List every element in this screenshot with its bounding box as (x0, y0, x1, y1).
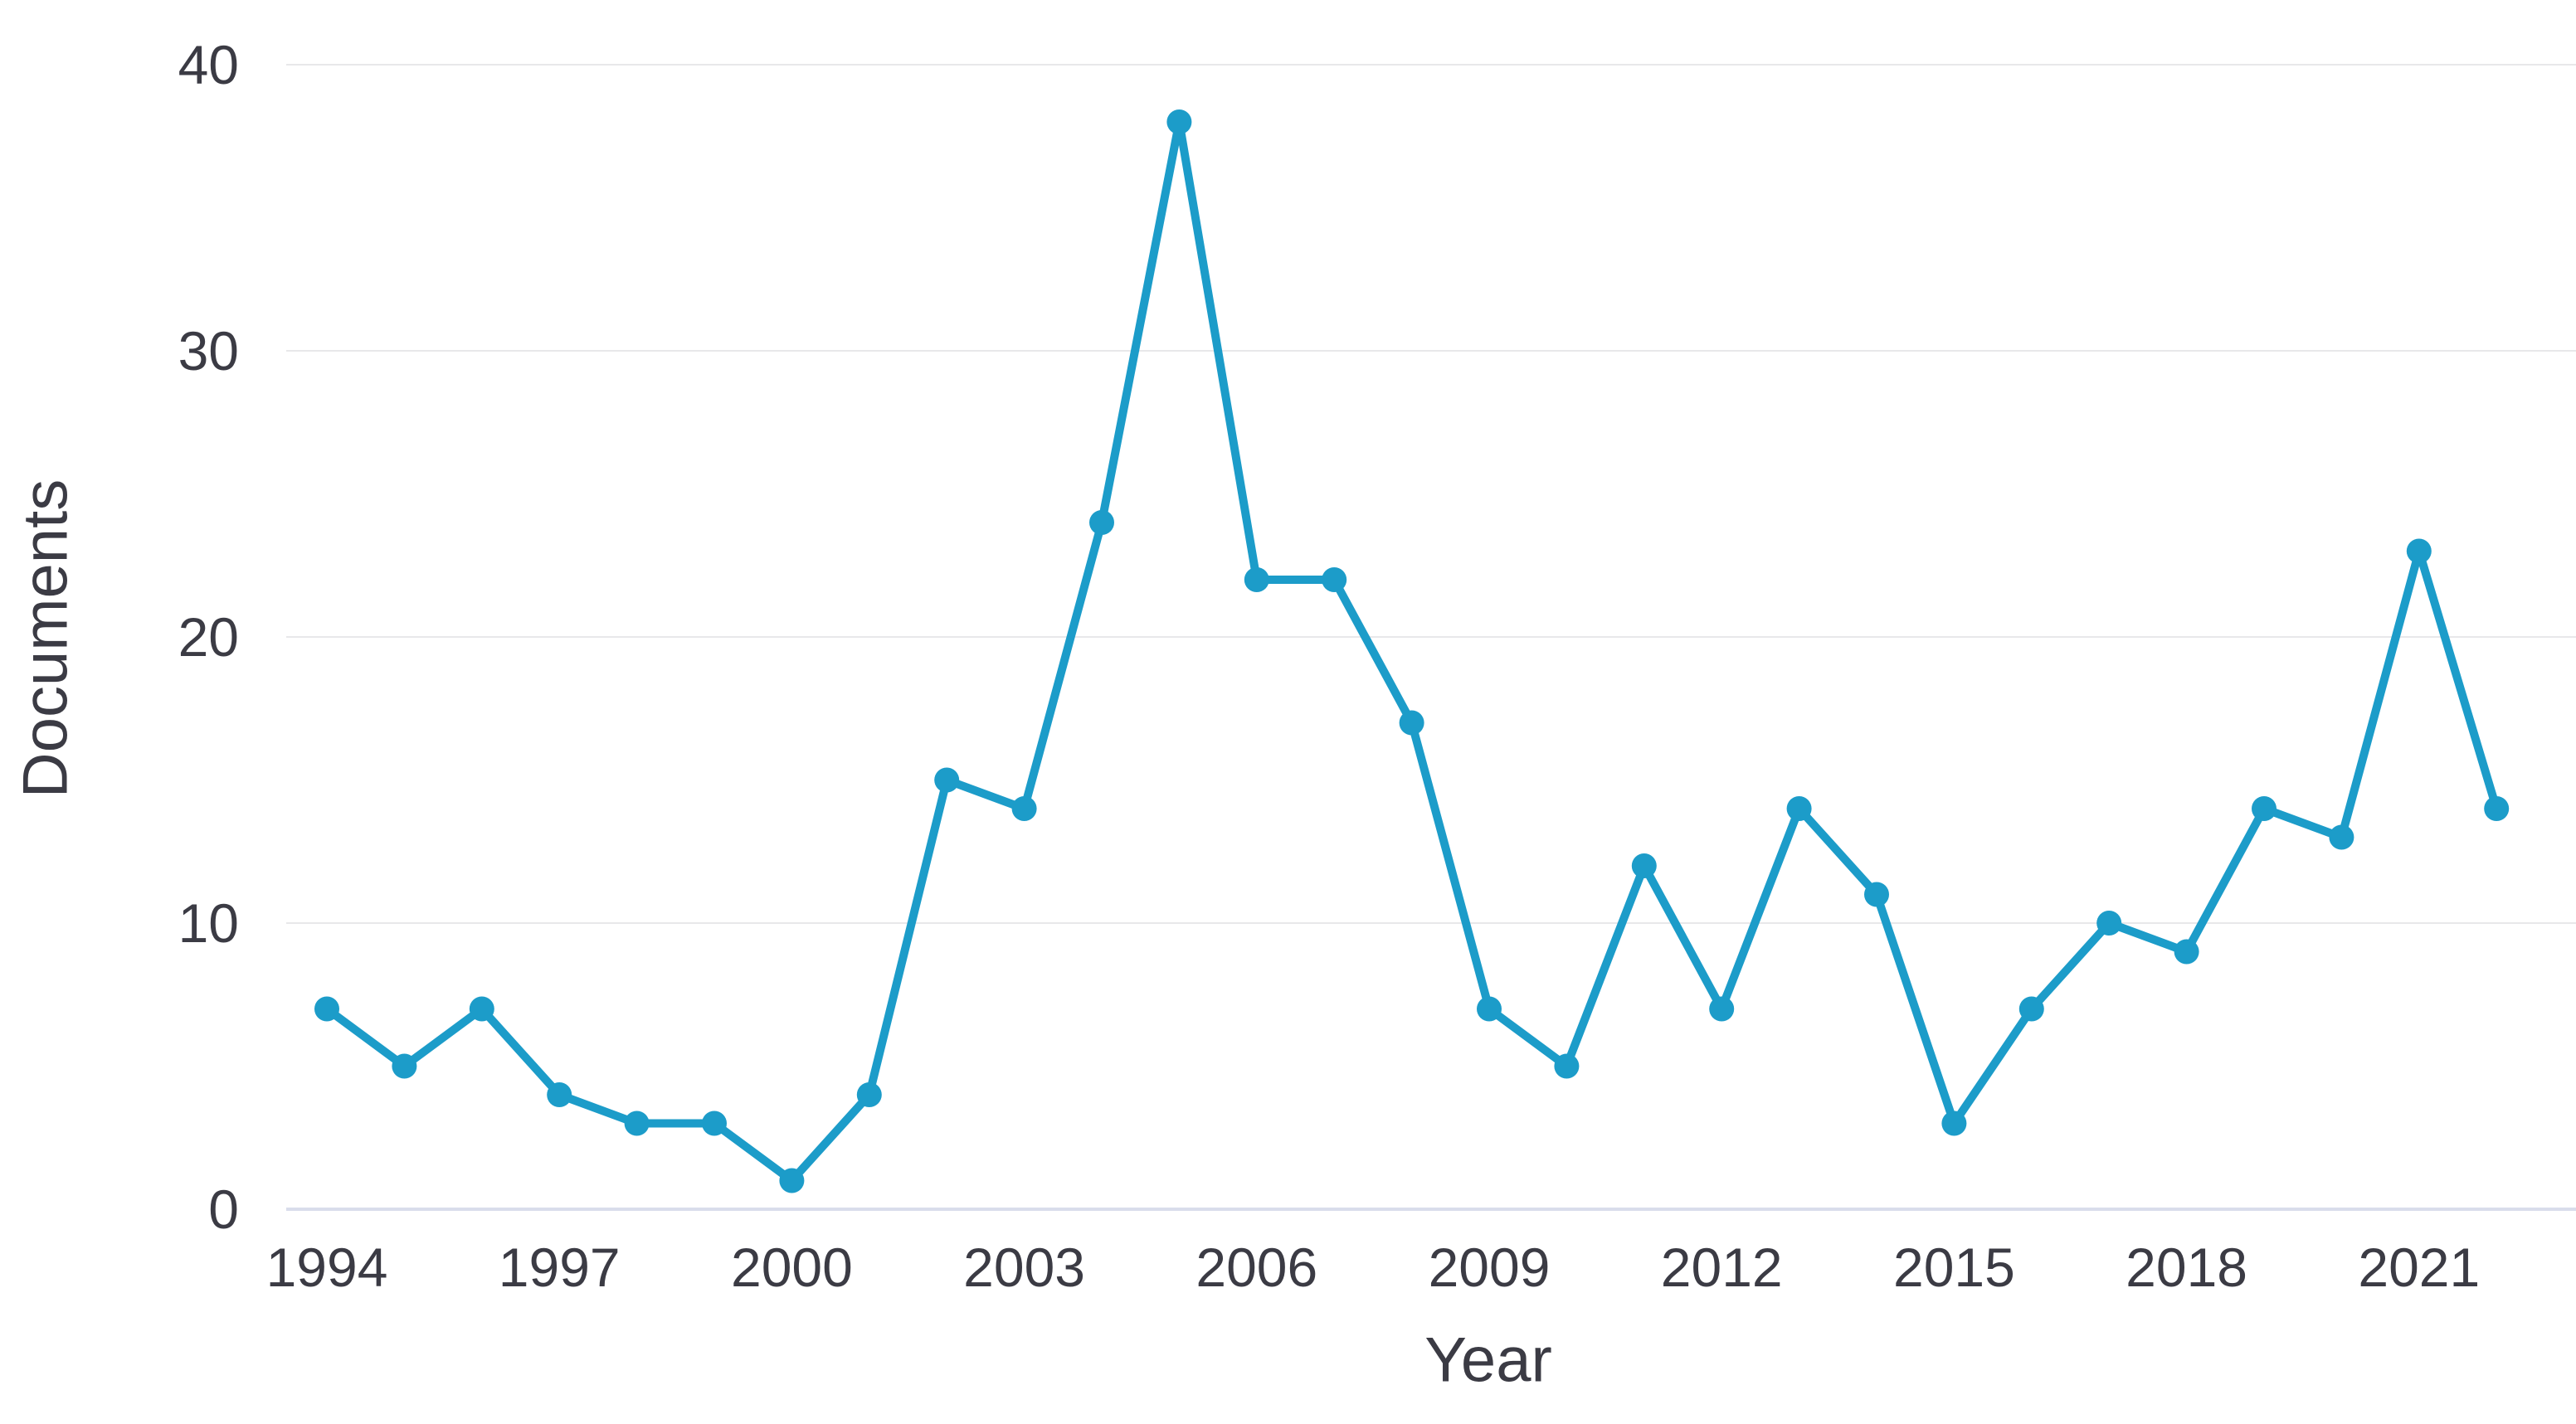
y-axis-tick-labels: 0 10 20 30 40 (178, 34, 239, 1240)
data-point-2010[interactable] (1554, 1053, 1580, 1079)
documents-series-line (323, 118, 2501, 1185)
data-point-1996[interactable] (469, 996, 494, 1022)
data-point-2016[interactable] (2018, 996, 2044, 1022)
data-point-2022[interactable] (2484, 796, 2510, 821)
data-points (314, 109, 2510, 1193)
data-point-2005[interactable] (1166, 109, 1192, 134)
x-tick-label: 2021 (2358, 1237, 2480, 1298)
x-tick-label: 2018 (2126, 1237, 2247, 1298)
data-point-2006[interactable] (1244, 567, 1269, 592)
y-axis-title: Documents (11, 479, 81, 798)
data-point-1999[interactable] (702, 1111, 727, 1136)
gridlines (286, 64, 2576, 1211)
y-tick-label: 40 (178, 34, 239, 95)
data-point-2017[interactable] (2096, 911, 2122, 936)
data-point-2019[interactable] (2252, 796, 2277, 821)
data-point-1994[interactable] (314, 996, 339, 1022)
x-axis-tick-labels: 1994 1997 2000 2003 2006 2009 2012 2015 2018 2021 (266, 1237, 2481, 1298)
data-point-2015[interactable] (1941, 1111, 1967, 1136)
x-tick-label: 2015 (1893, 1237, 2015, 1298)
data-point-2002[interactable] (934, 767, 960, 793)
data-point-2008[interactable] (1399, 710, 1424, 736)
data-point-2009[interactable] (1477, 996, 1502, 1022)
data-point-1998[interactable] (624, 1111, 650, 1136)
x-tick-label: 1994 (266, 1237, 388, 1298)
data-point-2021[interactable] (2406, 538, 2432, 564)
x-axis-title: Year (1424, 1325, 1552, 1396)
data-point-2018[interactable] (2174, 939, 2199, 965)
data-point-1995[interactable] (392, 1053, 417, 1079)
x-tick-label: 2000 (731, 1237, 853, 1298)
y-tick-label: 30 (178, 320, 239, 382)
x-tick-label: 2003 (963, 1237, 1085, 1298)
data-point-1997[interactable] (547, 1082, 572, 1107)
x-tick-label: 2009 (1429, 1237, 1551, 1298)
data-point-2001[interactable] (856, 1082, 882, 1107)
data-point-2013[interactable] (1786, 796, 1812, 821)
y-tick-label: 0 (208, 1179, 239, 1240)
data-point-2014[interactable] (1864, 882, 1889, 907)
data-point-2020[interactable] (2329, 824, 2354, 850)
x-tick-label: 1997 (499, 1237, 621, 1298)
data-point-2003[interactable] (1011, 796, 1037, 821)
data-point-2011[interactable] (1631, 853, 1657, 878)
data-point-2004[interactable] (1089, 510, 1114, 535)
x-tick-label: 2012 (1661, 1237, 1783, 1298)
data-point-2012[interactable] (1709, 996, 1735, 1022)
y-tick-label: 20 (178, 606, 239, 668)
y-tick-label: 10 (178, 892, 239, 954)
data-point-2007[interactable] (1322, 567, 1347, 592)
data-point-2000[interactable] (779, 1168, 805, 1193)
x-tick-label: 2006 (1195, 1237, 1317, 1298)
